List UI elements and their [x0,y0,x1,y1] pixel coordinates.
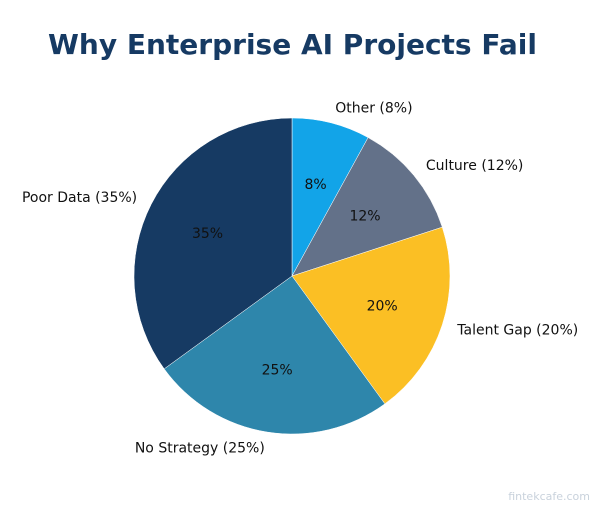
slice-label: Poor Data (35%) [22,190,137,206]
slice-pct-label: 25% [262,363,293,379]
chart-title: Why Enterprise AI Projects Fail [48,28,537,61]
pie-slice [291,226,451,405]
pie-slice [133,117,293,370]
slice-label: Talent Gap (20%) [456,323,578,339]
slice-label: Culture (12%) [426,158,523,174]
slice-label: Other (8%) [335,101,412,117]
watermark: fintekcafe.com [508,490,590,503]
slice-pct-label: 8% [304,177,326,193]
slice-label: No Strategy (25%) [135,441,265,457]
pie-slice [291,137,443,277]
slice-pct-label: 12% [349,209,380,225]
slice-pct-label: 35% [192,226,223,242]
slice-pct-label: 20% [367,298,398,314]
pie-slice [163,275,386,435]
